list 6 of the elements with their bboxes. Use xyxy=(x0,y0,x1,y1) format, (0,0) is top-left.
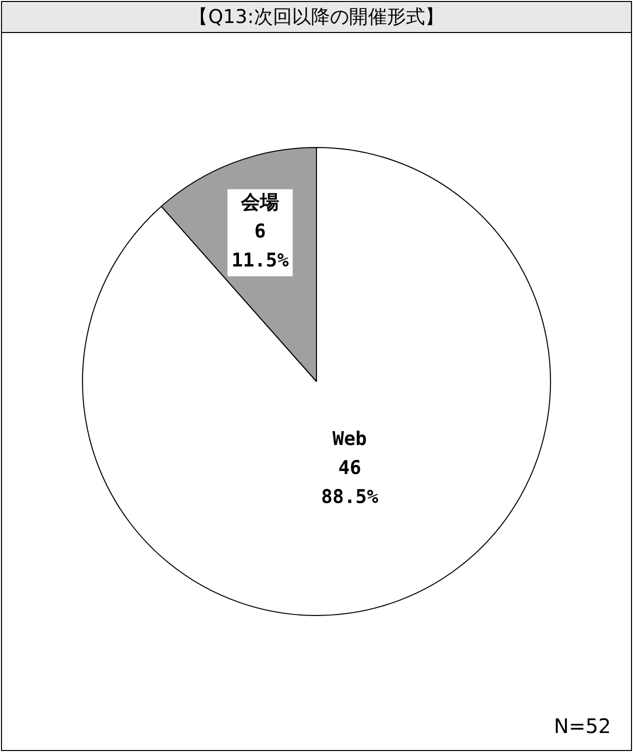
data-label: 6 11.5% xyxy=(231,220,290,272)
data-label: 46 88.5% xyxy=(321,456,379,508)
text: N=52 xyxy=(554,714,611,738)
slice-label: Web xyxy=(332,428,367,450)
slice-label: 会場 xyxy=(240,192,280,214)
chart-title: 【Q13:次回以降の開催形式】 xyxy=(2,2,631,33)
